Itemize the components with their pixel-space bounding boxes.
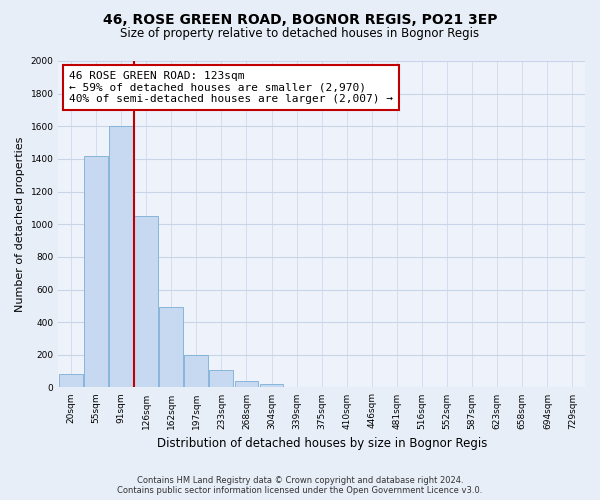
Text: 46, ROSE GREEN ROAD, BOGNOR REGIS, PO21 3EP: 46, ROSE GREEN ROAD, BOGNOR REGIS, PO21 … xyxy=(103,12,497,26)
Text: 46 ROSE GREEN ROAD: 123sqm
← 59% of detached houses are smaller (2,970)
40% of s: 46 ROSE GREEN ROAD: 123sqm ← 59% of deta… xyxy=(69,71,393,104)
Bar xyxy=(84,156,108,388)
Bar xyxy=(184,355,208,388)
Bar xyxy=(235,381,259,388)
Bar xyxy=(59,374,83,388)
Bar xyxy=(109,126,133,388)
Bar xyxy=(209,370,233,388)
Text: Contains HM Land Registry data © Crown copyright and database right 2024.
Contai: Contains HM Land Registry data © Crown c… xyxy=(118,476,482,495)
Bar xyxy=(134,216,158,388)
Bar xyxy=(260,384,283,388)
Text: Size of property relative to detached houses in Bognor Regis: Size of property relative to detached ho… xyxy=(121,28,479,40)
Y-axis label: Number of detached properties: Number of detached properties xyxy=(15,136,25,312)
Bar xyxy=(160,308,183,388)
X-axis label: Distribution of detached houses by size in Bognor Regis: Distribution of detached houses by size … xyxy=(157,437,487,450)
